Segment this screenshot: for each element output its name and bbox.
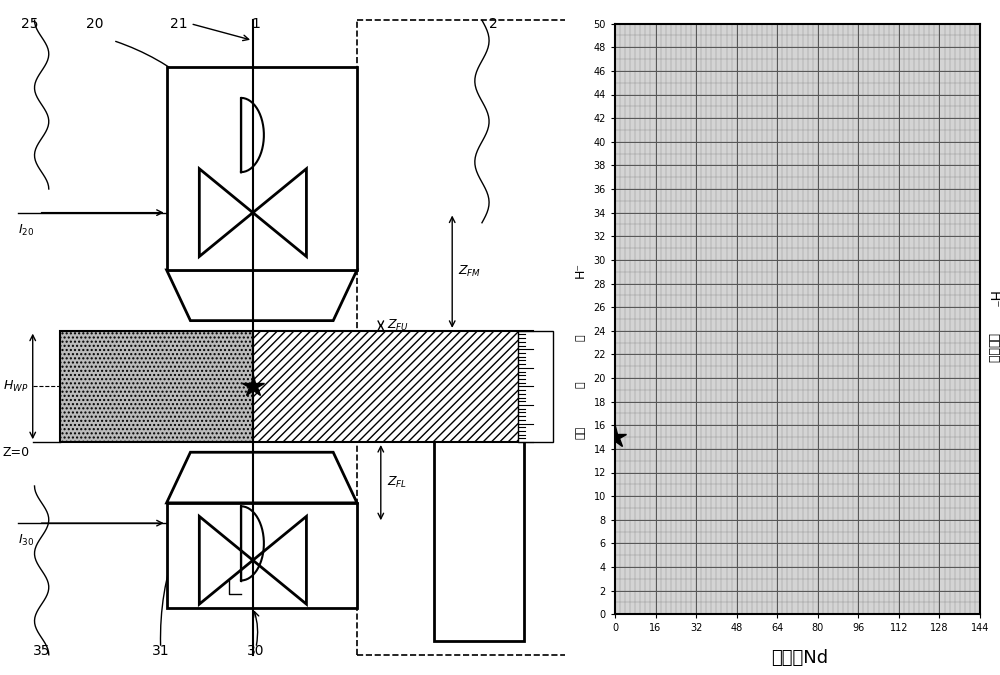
Text: H⁻: H⁻ <box>574 262 587 278</box>
Text: 厚度: 厚度 <box>575 425 585 439</box>
Polygon shape <box>199 169 253 256</box>
Text: 21: 21 <box>170 17 187 31</box>
Bar <box>434 405 524 641</box>
Text: 25: 25 <box>21 17 38 31</box>
Text: $Z_{FM}$: $Z_{FM}$ <box>458 264 481 279</box>
Polygon shape <box>253 169 306 256</box>
Bar <box>253 331 533 442</box>
Bar <box>518 331 553 442</box>
Text: $Z_{FU}$: $Z_{FU}$ <box>387 318 409 333</box>
Text: 31: 31 <box>152 644 169 658</box>
Bar <box>167 503 357 608</box>
Polygon shape <box>253 516 306 604</box>
Text: 20: 20 <box>86 17 104 31</box>
Text: 2: 2 <box>489 17 498 31</box>
Text: $Z_{Li}$: $Z_{Li}$ <box>461 418 477 432</box>
Text: 層: 層 <box>575 381 585 388</box>
Text: 1: 1 <box>251 17 260 31</box>
Text: 顯: 顯 <box>575 334 585 341</box>
Text: Z=0: Z=0 <box>3 446 30 458</box>
Text: 35: 35 <box>33 644 50 658</box>
Text: 顯層厚度: 顯層厚度 <box>986 333 1000 362</box>
Text: 放电数Nd: 放电数Nd <box>771 649 829 667</box>
Text: $Z_{Di}$: $Z_{Di}$ <box>461 385 479 398</box>
Text: $I_{20}$: $I_{20}$ <box>18 223 34 238</box>
Text: $H_{WP}$: $H_{WP}$ <box>3 379 28 394</box>
Polygon shape <box>167 270 357 321</box>
Text: H⁻: H⁻ <box>986 292 1000 309</box>
Text: $I_{30}$: $I_{30}$ <box>18 533 34 548</box>
Text: 30: 30 <box>247 644 265 658</box>
Bar <box>60 331 253 442</box>
Polygon shape <box>199 516 253 604</box>
Text: $Z_{FL}$: $Z_{FL}$ <box>387 475 407 490</box>
Bar <box>167 68 357 270</box>
Polygon shape <box>167 452 357 503</box>
